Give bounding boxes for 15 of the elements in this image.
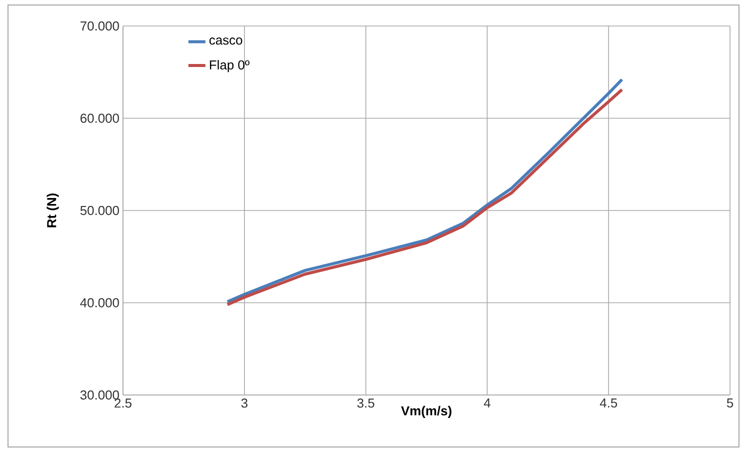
x-tick-label: 4.5 [600,398,618,408]
legend-label: casco [209,38,242,45]
x-axis-title: Vm(m/s) [401,406,452,418]
x-tick-label: 3.5 [357,398,374,408]
x-tick-label: 4 [484,398,490,408]
y-axis-title: Rt (N) [46,194,59,228]
y-tick-label: 70.000 [80,21,119,31]
x-tick-label: 3 [241,398,248,408]
legend-label: Flap 0º [210,60,250,72]
y-tick-label: 40.000 [80,298,119,308]
y-tick-label: 60.000 [80,114,119,123]
y-tick-label: 50.000 [80,206,119,216]
x-tick-label: 5 [726,398,734,408]
y-tick-label: 30.000 [80,390,119,400]
x-tick-label: 2.5 [114,398,132,408]
